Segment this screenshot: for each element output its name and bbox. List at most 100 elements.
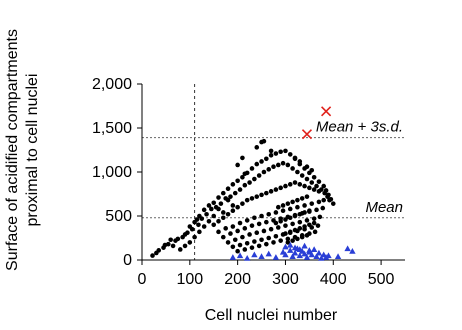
data-point-red-stroke (301, 129, 313, 140)
data-point-black (170, 243, 176, 249)
data-point-black (232, 190, 238, 196)
data-point-black (295, 197, 300, 203)
data-point-blue (301, 242, 308, 249)
data-point-black (266, 167, 272, 172)
data-point-black (252, 176, 257, 182)
data-point-black (196, 222, 201, 228)
data-point-black (168, 237, 173, 243)
data-point-black (211, 222, 217, 228)
data-point-black (247, 232, 252, 237)
data-point-black (316, 179, 322, 184)
data-point-black (315, 223, 321, 228)
data-point-black (299, 196, 305, 201)
data-point-red-stroke (321, 106, 332, 117)
data-point-black (290, 238, 295, 243)
data-point-black (225, 186, 231, 192)
data-point-black (307, 222, 312, 228)
data-point-black (275, 225, 281, 230)
data-point-black (283, 148, 288, 154)
data-point-black (256, 221, 262, 227)
data-point-black (295, 169, 300, 175)
data-point-black (175, 236, 181, 242)
data-point-blue (236, 252, 244, 259)
data-point-black (189, 226, 195, 232)
data-point-black (240, 174, 245, 180)
data-point-blue (272, 254, 280, 260)
data-point-black (307, 208, 312, 214)
data-point-black (266, 211, 272, 217)
data-point-blue (325, 252, 332, 259)
data-point-blue (289, 253, 296, 260)
data-point-black (199, 216, 205, 221)
data-point-blue (318, 255, 325, 261)
data-point-black (287, 206, 293, 212)
data-point-black (235, 178, 240, 184)
data-point-black (256, 243, 262, 249)
data-point-blue (229, 254, 237, 260)
axis-titles: Cell nuclei number Surface of acidified … (4, 29, 338, 324)
data-point-black (237, 220, 243, 226)
data-point-black (201, 207, 207, 213)
data-point-black (268, 226, 274, 232)
data-point-black (278, 218, 283, 224)
data-point-black (249, 196, 255, 201)
data-point-black (297, 226, 303, 231)
x-axis-title: Cell nuclei number (205, 307, 338, 324)
y-tick-label: 1,500 (92, 120, 132, 137)
data-point-black (259, 192, 264, 198)
data-point-black (254, 194, 260, 199)
data-point-blue (296, 246, 303, 252)
data-point-blue (303, 254, 311, 260)
data-point-black (235, 204, 240, 210)
data-point-black (278, 185, 283, 191)
data-point-black (304, 218, 310, 223)
data-point-black (285, 162, 291, 168)
data-point-black (268, 189, 274, 194)
data-point-black (211, 213, 217, 219)
data-point-black (182, 243, 188, 249)
data-point-black (292, 180, 298, 185)
data-point-black (252, 215, 257, 221)
data-point-blue (265, 250, 272, 257)
y-tick-label: 500 (105, 208, 132, 225)
data-point-black (314, 207, 319, 213)
data-point-blue (287, 247, 294, 253)
data-point-black (309, 167, 315, 173)
data-point-black (244, 218, 250, 223)
data-point-black (304, 164, 310, 170)
data-point-black (283, 217, 288, 222)
data-point-black (252, 239, 257, 244)
data-point-black (312, 229, 318, 235)
data-point-black (280, 203, 286, 208)
data-point-blue (308, 251, 315, 258)
data-point-black (280, 160, 286, 166)
data-point-black (287, 229, 293, 235)
data-point-black (154, 250, 159, 256)
data-point-black (209, 206, 214, 212)
data-point-black (271, 164, 276, 170)
data-point-black (220, 190, 226, 196)
data-point-blue (301, 250, 308, 257)
data-point-black (311, 220, 317, 226)
data-point-black (177, 247, 183, 252)
data-point-black (216, 229, 221, 235)
x-tick-label: 400 (320, 271, 347, 288)
data-point-black (283, 231, 288, 236)
data-point-black (292, 213, 298, 219)
data-point-black (287, 215, 293, 221)
data-point-black (268, 148, 274, 154)
data-point-black (218, 201, 224, 206)
data-point-black (249, 223, 255, 228)
data-point-black (249, 245, 255, 250)
data-point-black (297, 182, 303, 187)
data-point-black (299, 234, 305, 240)
data-point-black (220, 234, 226, 240)
data-point-black (304, 194, 310, 199)
data-point-black (230, 182, 236, 187)
data-point-black (297, 219, 303, 225)
data-point-black (235, 162, 240, 168)
data-point-black (278, 238, 283, 243)
data-point-black (320, 205, 326, 211)
data-point-black (322, 190, 327, 196)
